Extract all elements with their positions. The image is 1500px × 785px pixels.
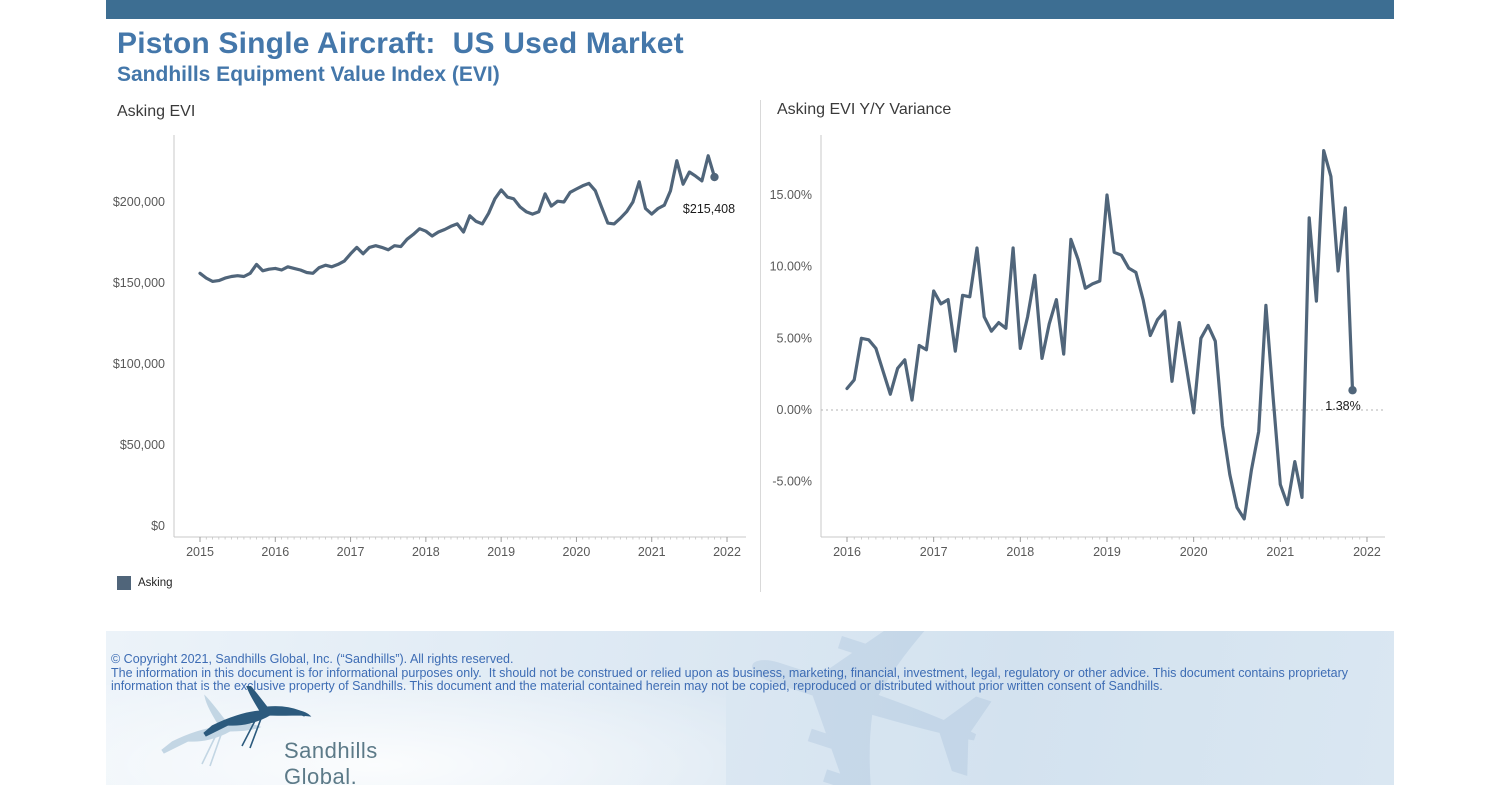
x-tick-label: 2022	[713, 545, 741, 559]
dark-crane-silhouette	[203, 678, 312, 749]
x-tick-label: 2020	[563, 545, 591, 559]
y-tick-label: $0	[151, 519, 165, 533]
series-end-dot	[1348, 386, 1357, 395]
x-tick-label: 2021	[1266, 545, 1294, 559]
x-tick-label: 2019	[1093, 545, 1121, 559]
y-tick-label: 10.00%	[770, 260, 812, 274]
series-line	[845, 149, 1355, 521]
y-tick-label: 5.00%	[777, 331, 812, 345]
right-chart-title: Asking EVI Y/Y Variance	[777, 101, 952, 118]
asking-evi-chart: $0 $50,000 $100,000 $150,000 $200,000 2015 201…	[113, 135, 746, 559]
y-tick-label: $200,000	[113, 195, 165, 209]
x-tick-label: 2022	[1353, 545, 1381, 559]
y-tick-label: $50,000	[120, 438, 165, 452]
legend-label: Asking	[138, 577, 173, 589]
x-tick-label: 2017	[337, 545, 365, 559]
footer: ✈ © Copyright 2021, Sandhills Global, In…	[106, 631, 1394, 785]
disclaimer-line-1: The information in this document is for …	[111, 665, 1348, 680]
top-accent-bar	[106, 0, 1394, 19]
y-tick-label: -5.00%	[772, 475, 812, 489]
sandhills-logo: Sandhills Global.	[154, 678, 444, 785]
y-tick-label: 0.00%	[777, 403, 812, 417]
x-tick-label: 2017	[920, 545, 948, 559]
x-tick-label: 2016	[833, 545, 861, 559]
end-value-label: $215,408	[683, 202, 735, 216]
x-tick-label: 2018	[412, 545, 440, 559]
x-tick-label: 2015	[186, 545, 214, 559]
y-tick-label: 15.00%	[770, 188, 812, 202]
page-title: Piston Single Aircraft: US Used Market	[117, 27, 684, 60]
end-value-label: 1.38%	[1325, 399, 1360, 413]
legend-swatch-asking	[117, 576, 131, 590]
logo-text: Sandhills Global.	[284, 738, 378, 785]
page-subtitle: Sandhills Equipment Value Index (EVI)	[117, 63, 500, 86]
footer-disclaimer: © Copyright 2021, Sandhills Global, Inc.…	[111, 652, 1351, 694]
y-tick-label: $100,000	[113, 357, 165, 371]
x-tick-label: 2019	[487, 545, 515, 559]
x-tick-label: 2021	[638, 545, 666, 559]
x-tick-label: 2016	[261, 545, 289, 559]
y-tick-label: $150,000	[113, 276, 165, 290]
x-tick-label: 2020	[1180, 545, 1208, 559]
panel-divider	[760, 100, 761, 592]
x-tick-label: 2018	[1006, 545, 1034, 559]
yy-variance-chart: -5.00% 0.00% 5.00% 10.00% 15.00% 2016 2017 2018…	[770, 135, 1385, 559]
series-end-dot	[710, 172, 719, 182]
disclaimer-line-2: information that is the exclusive proper…	[111, 679, 1163, 693]
copyright-line: © Copyright 2021, Sandhills Global, Inc.…	[111, 652, 514, 666]
left-chart-title: Asking EVI	[117, 103, 196, 120]
chart-legend: Asking	[117, 576, 173, 590]
series-line	[198, 154, 717, 283]
crane-logo-icon	[161, 678, 312, 767]
